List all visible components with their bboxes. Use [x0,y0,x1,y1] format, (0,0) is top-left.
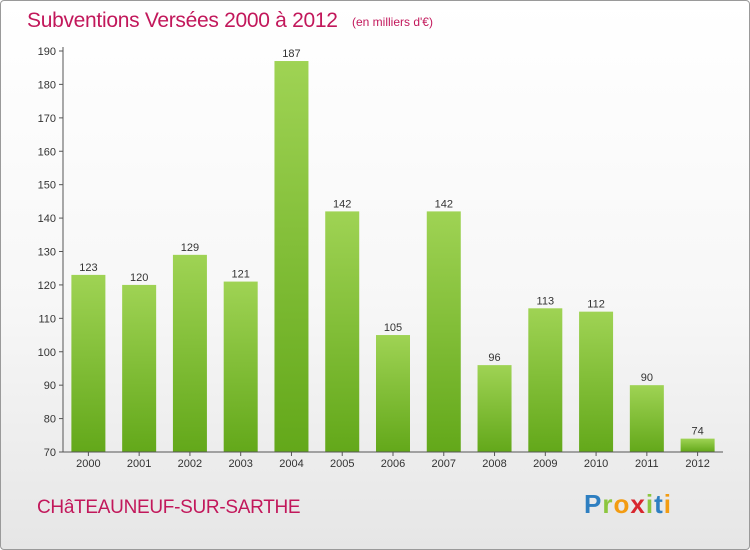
logo-letter: i [663,489,672,519]
y-tick-label: 70 [44,447,56,459]
y-tick-label: 110 [38,313,56,325]
x-tick-label-2009: 2009 [533,458,557,470]
x-tick-label-2006: 2006 [381,458,405,470]
bar-2011 [629,385,664,452]
value-label-2000: 123 [79,262,97,274]
y-tick-label: 190 [38,46,56,58]
logo-letter: x [630,489,646,519]
value-label-2001: 120 [130,272,148,284]
bar-2009 [528,308,563,452]
logo-letter: t [654,489,664,519]
value-label-2008: 96 [488,352,500,364]
bar-2005 [325,211,360,452]
x-tick-label-2000: 2000 [76,458,100,470]
value-label-2010: 112 [587,299,605,311]
y-tick-label: 80 [44,414,56,426]
y-tick-label: 100 [38,347,56,359]
bar-2003 [223,281,258,452]
bar-2004 [274,61,309,453]
logo-letter: r [602,489,614,519]
bar-2012 [680,438,715,452]
value-label-2011: 90 [641,372,653,384]
x-tick-label-2002: 2002 [178,458,202,470]
x-tick-label-2003: 2003 [228,458,252,470]
value-label-2009: 113 [537,295,555,307]
value-label-2006: 105 [384,322,402,334]
y-tick-label: 120 [38,280,56,292]
logo-letter: o [613,489,631,519]
logo-letter: P [584,489,603,519]
value-label-2012: 74 [691,426,703,438]
y-tick-label: 140 [38,213,56,225]
value-label-2007: 142 [435,198,453,210]
bar-2001 [122,284,157,452]
y-tick-label: 180 [38,79,56,91]
x-tick-label-2004: 2004 [279,458,303,470]
x-tick-label-2008: 2008 [482,458,506,470]
value-label-2002: 129 [181,242,199,254]
y-tick-label: 90 [44,380,56,392]
proxiti-logo: Proxiti [584,489,672,520]
y-tick-label: 170 [38,113,56,125]
y-tick-label: 160 [38,146,56,158]
bar-2000 [71,274,106,452]
bar-2008 [477,365,512,452]
x-tick-label-2012: 2012 [685,458,709,470]
value-label-2004: 187 [282,48,300,60]
bar-2007 [426,211,461,452]
chart-subtitle: (en milliers d'€) [352,15,433,29]
x-tick-label-2001: 2001 [127,458,151,470]
x-tick-label-2011: 2011 [635,458,659,470]
chart-title: Subventions Versées 2000 à 2012 [27,9,338,32]
y-tick-label: 150 [38,180,56,192]
value-label-2003: 121 [232,269,250,281]
bar-2002 [172,254,207,452]
x-tick-label-2005: 2005 [330,458,354,470]
bar-2010 [579,311,614,452]
town-name: CHâTEAUNEUF-SUR-SARTHE [37,497,301,518]
x-tick-label-2010: 2010 [584,458,608,470]
logo-letter: i [645,489,655,519]
y-tick-label: 130 [38,247,56,259]
value-label-2005: 142 [333,198,351,210]
x-tick-label-2007: 2007 [432,458,456,470]
bar-2006 [376,335,410,452]
